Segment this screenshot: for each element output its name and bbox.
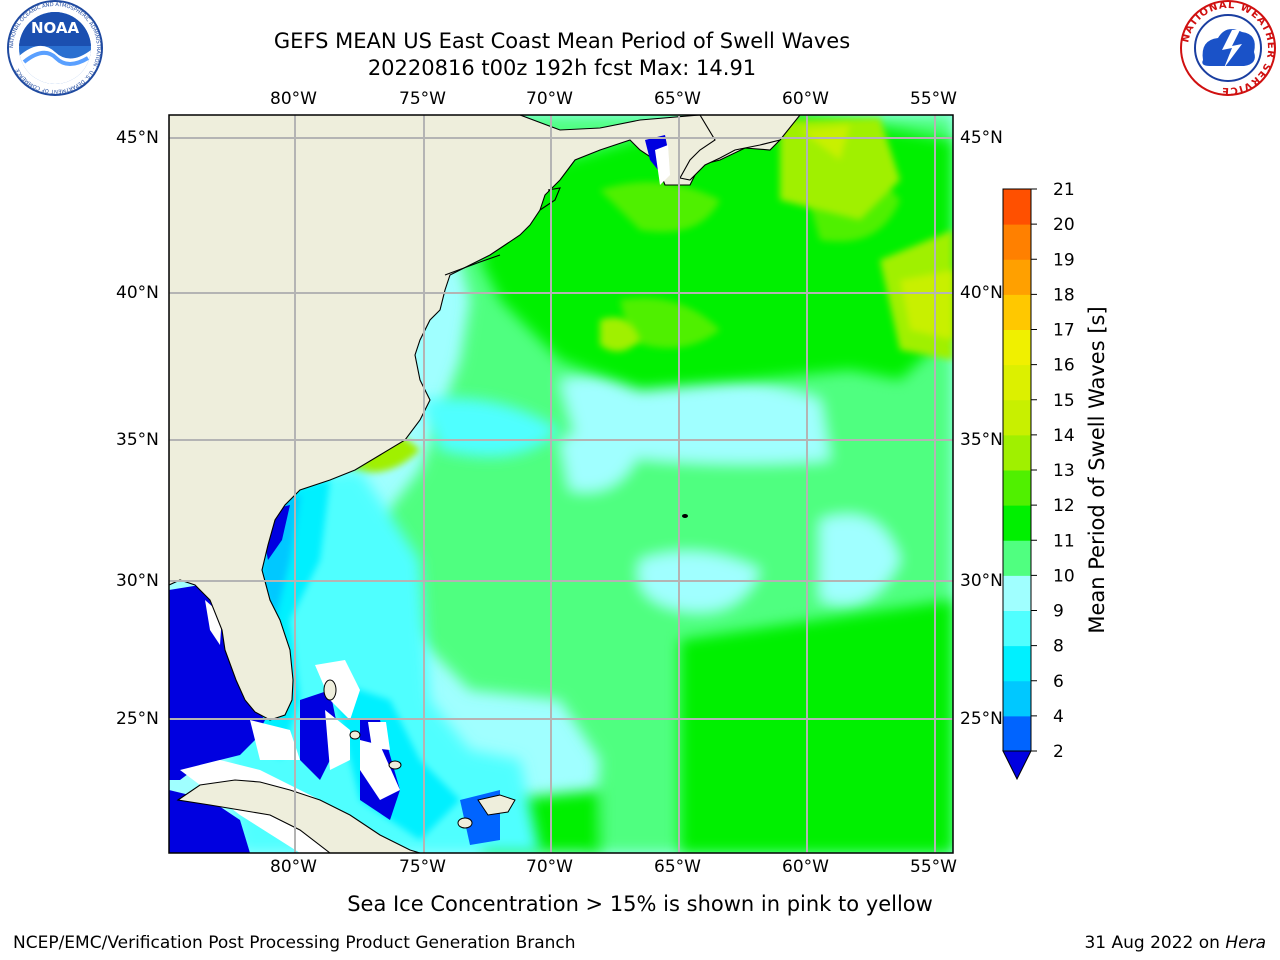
colorbar-tick-label: 18 [1053,285,1075,305]
lon-label-top: 75°W [399,89,446,109]
colorbar-segment [1003,399,1031,436]
land-cuba [176,779,421,853]
lat-label-left: 25°N [116,709,159,729]
colorbar-tick-label: 16 [1053,356,1075,376]
lon-label-top: 70°W [526,89,573,109]
lon-label-top: 60°W [782,89,829,109]
lon-label-top: 65°W [654,89,701,109]
lon-label-top: 80°W [270,89,317,109]
colorbar-segment [1003,540,1031,576]
sea-ice-note: Sea Ice Concentration > 15% is shown in … [347,892,933,916]
colorbar-segment [1003,680,1031,717]
lon-label-bottom: 60°W [782,857,829,877]
colorbar-segment [1003,470,1031,506]
colorbar-tick-label: 2 [1053,742,1064,762]
colorbar-segment [1003,329,1031,366]
chart-title: GEFS MEAN US East Coast Mean Period of S… [273,29,851,53]
colorbar-tick-label: 13 [1053,461,1075,481]
colorbar-tick-label: 17 [1053,321,1075,341]
colorbar-segment [1003,610,1031,647]
colorbar-tick-label: 21 [1053,180,1075,200]
colorbar-tick-label: 20 [1053,215,1075,235]
colorbar-segment [1003,189,1031,225]
credit-text: NCEP/EMC/Verification Post Processing Pr… [13,933,576,953]
lon-label-bottom: 75°W [399,857,446,877]
colorbar-segment [1003,294,1031,330]
colorbar-segment [1003,505,1031,541]
machine-name: Hera [1225,933,1266,953]
colorbar-tick-label: 9 [1053,602,1064,622]
colorbar-tick-label: 11 [1053,531,1075,551]
colorbar-segment [1003,224,1031,260]
map-area [169,115,953,853]
colorbar-tick-label: 6 [1053,672,1064,692]
colorbar-extend-arrow [1002,750,1032,781]
lat-label-left: 45°N [116,128,159,148]
graticule [169,115,953,853]
lat-label-left: 30°N [116,571,159,591]
lat-label-right: 30°N [960,571,1003,591]
colorbar: 2 4 6 8 9 10 11 12 13 14 15 16 17 18 19 20 21 [1002,180,1075,781]
noaa-logo-text: NOAA [31,19,80,37]
land-nova-scotia [679,115,801,181]
colorbar-segment [1003,645,1031,682]
colorbar-frame [1002,188,1032,752]
lon-label-top: 55°W [910,89,957,109]
noaa-logo-icon: NOAA NATIONAL OCEANIC AND ATMOSPHERIC AD… [7,0,103,96]
colorbar-segment [1003,259,1031,295]
colorbar-tick-label: 4 [1053,707,1064,727]
colorbar-tick-label: 14 [1053,426,1075,446]
lat-label-left: 40°N [116,283,159,303]
colorbar-tick-label: 15 [1053,391,1075,411]
date-stamp: 31 Aug 2022 on Hera [1084,932,1266,954]
lon-label-bottom: 55°W [910,857,957,877]
colorbar-tick-label: 8 [1053,637,1064,657]
lat-label-right: 25°N [960,709,1003,729]
lat-label-right: 40°N [960,283,1003,303]
lat-label-right: 35°N [960,430,1003,450]
colorbar-label: Mean Period of Swell Waves [s] [1085,306,1109,633]
colorbar-segment [1003,575,1031,611]
lat-label-left: 35°N [116,430,159,450]
colorbar-tick-label: 12 [1053,496,1075,516]
colorbar-segment [1003,364,1031,401]
colorbar-segment [1003,715,1031,752]
map-frame [168,114,954,854]
date-text: 31 Aug 2022 on [1084,933,1226,953]
nws-logo-icon: NATIONAL WEATHER SERVICE [1180,0,1276,96]
lat-label-right: 45°N [960,128,1003,148]
lon-label-bottom: 70°W [526,857,573,877]
colorbar-tick-label: 19 [1053,250,1075,270]
colorbar-tick-label: 10 [1053,566,1075,586]
lon-label-bottom: 65°W [654,857,701,877]
chart-subtitle: 20220816 t00z 192h fcst Max: 14.91 [367,56,757,80]
lon-label-bottom: 80°W [270,857,317,877]
colorbar-segment [1003,434,1031,471]
